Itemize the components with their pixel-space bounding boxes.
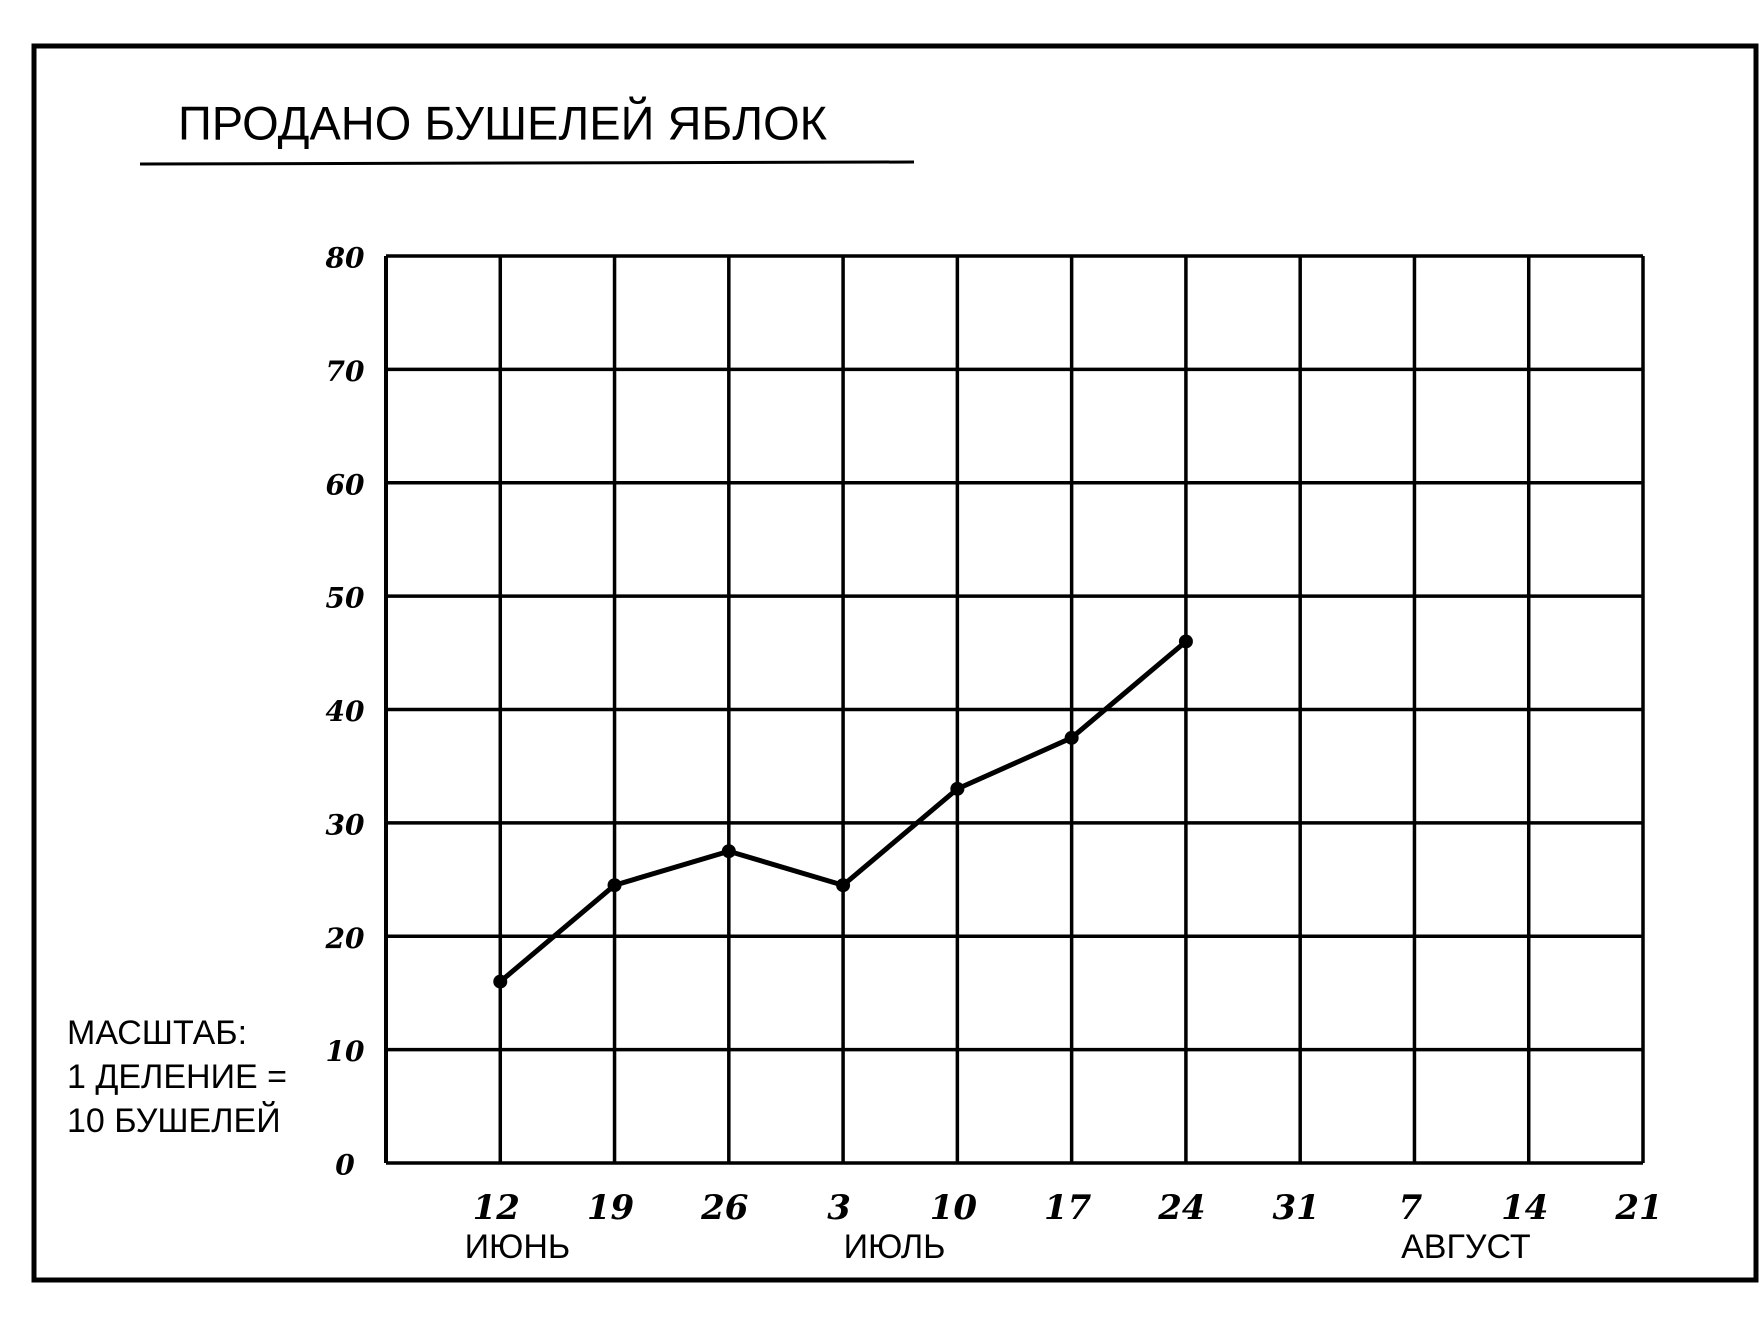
y-tick-label: 60	[326, 468, 365, 501]
x-tick-label: 3	[827, 1188, 851, 1228]
chart-title: ПРОДАНО БУШЕЛЕЙ ЯБЛОК	[178, 96, 828, 149]
y-tick-label: 70	[326, 355, 365, 388]
x-tick-label: 14	[1501, 1188, 1548, 1228]
data-point	[607, 878, 622, 893]
data-point	[721, 844, 736, 859]
data-point	[493, 974, 508, 989]
data-point	[950, 781, 965, 796]
y-tick-label: 80	[325, 242, 365, 275]
scale-note: МАСШТАБ:	[67, 1014, 247, 1052]
y-tick-label: 30	[326, 808, 365, 841]
x-group-label: АВГУСТ	[1401, 1228, 1531, 1266]
x-tick-label: 7	[1399, 1188, 1423, 1228]
x-tick-label: 17	[1044, 1188, 1092, 1228]
y-tick-label: 50	[326, 582, 365, 615]
x-tick-label: 31	[1273, 1188, 1320, 1228]
data-point	[836, 878, 851, 893]
y-tick-label: 10	[326, 1035, 365, 1068]
data-point	[1064, 730, 1079, 745]
x-group-label: ИЮНЬ	[465, 1228, 571, 1266]
y-tick-label: 20	[325, 922, 365, 955]
scale-note: 10 БУШЕЛЕЙ	[67, 1102, 281, 1140]
data-point	[1178, 634, 1193, 649]
x-tick-label: 21	[1614, 1188, 1662, 1228]
x-tick-label: 10	[930, 1188, 978, 1228]
y-tick-label: 0	[335, 1149, 355, 1182]
x-tick-label: 26	[700, 1188, 748, 1228]
scale-note: 1 ДЕЛЕНИЕ =	[67, 1058, 287, 1096]
frame	[31, 43, 1759, 1283]
y-tick-label: 40	[326, 695, 365, 728]
x-tick-label: 24	[1157, 1188, 1205, 1228]
x-tick-label: 12	[473, 1188, 520, 1228]
x-tick-label: 19	[587, 1188, 634, 1228]
title-underline	[139, 160, 915, 166]
x-group-label: ИЮЛЬ	[844, 1228, 946, 1266]
